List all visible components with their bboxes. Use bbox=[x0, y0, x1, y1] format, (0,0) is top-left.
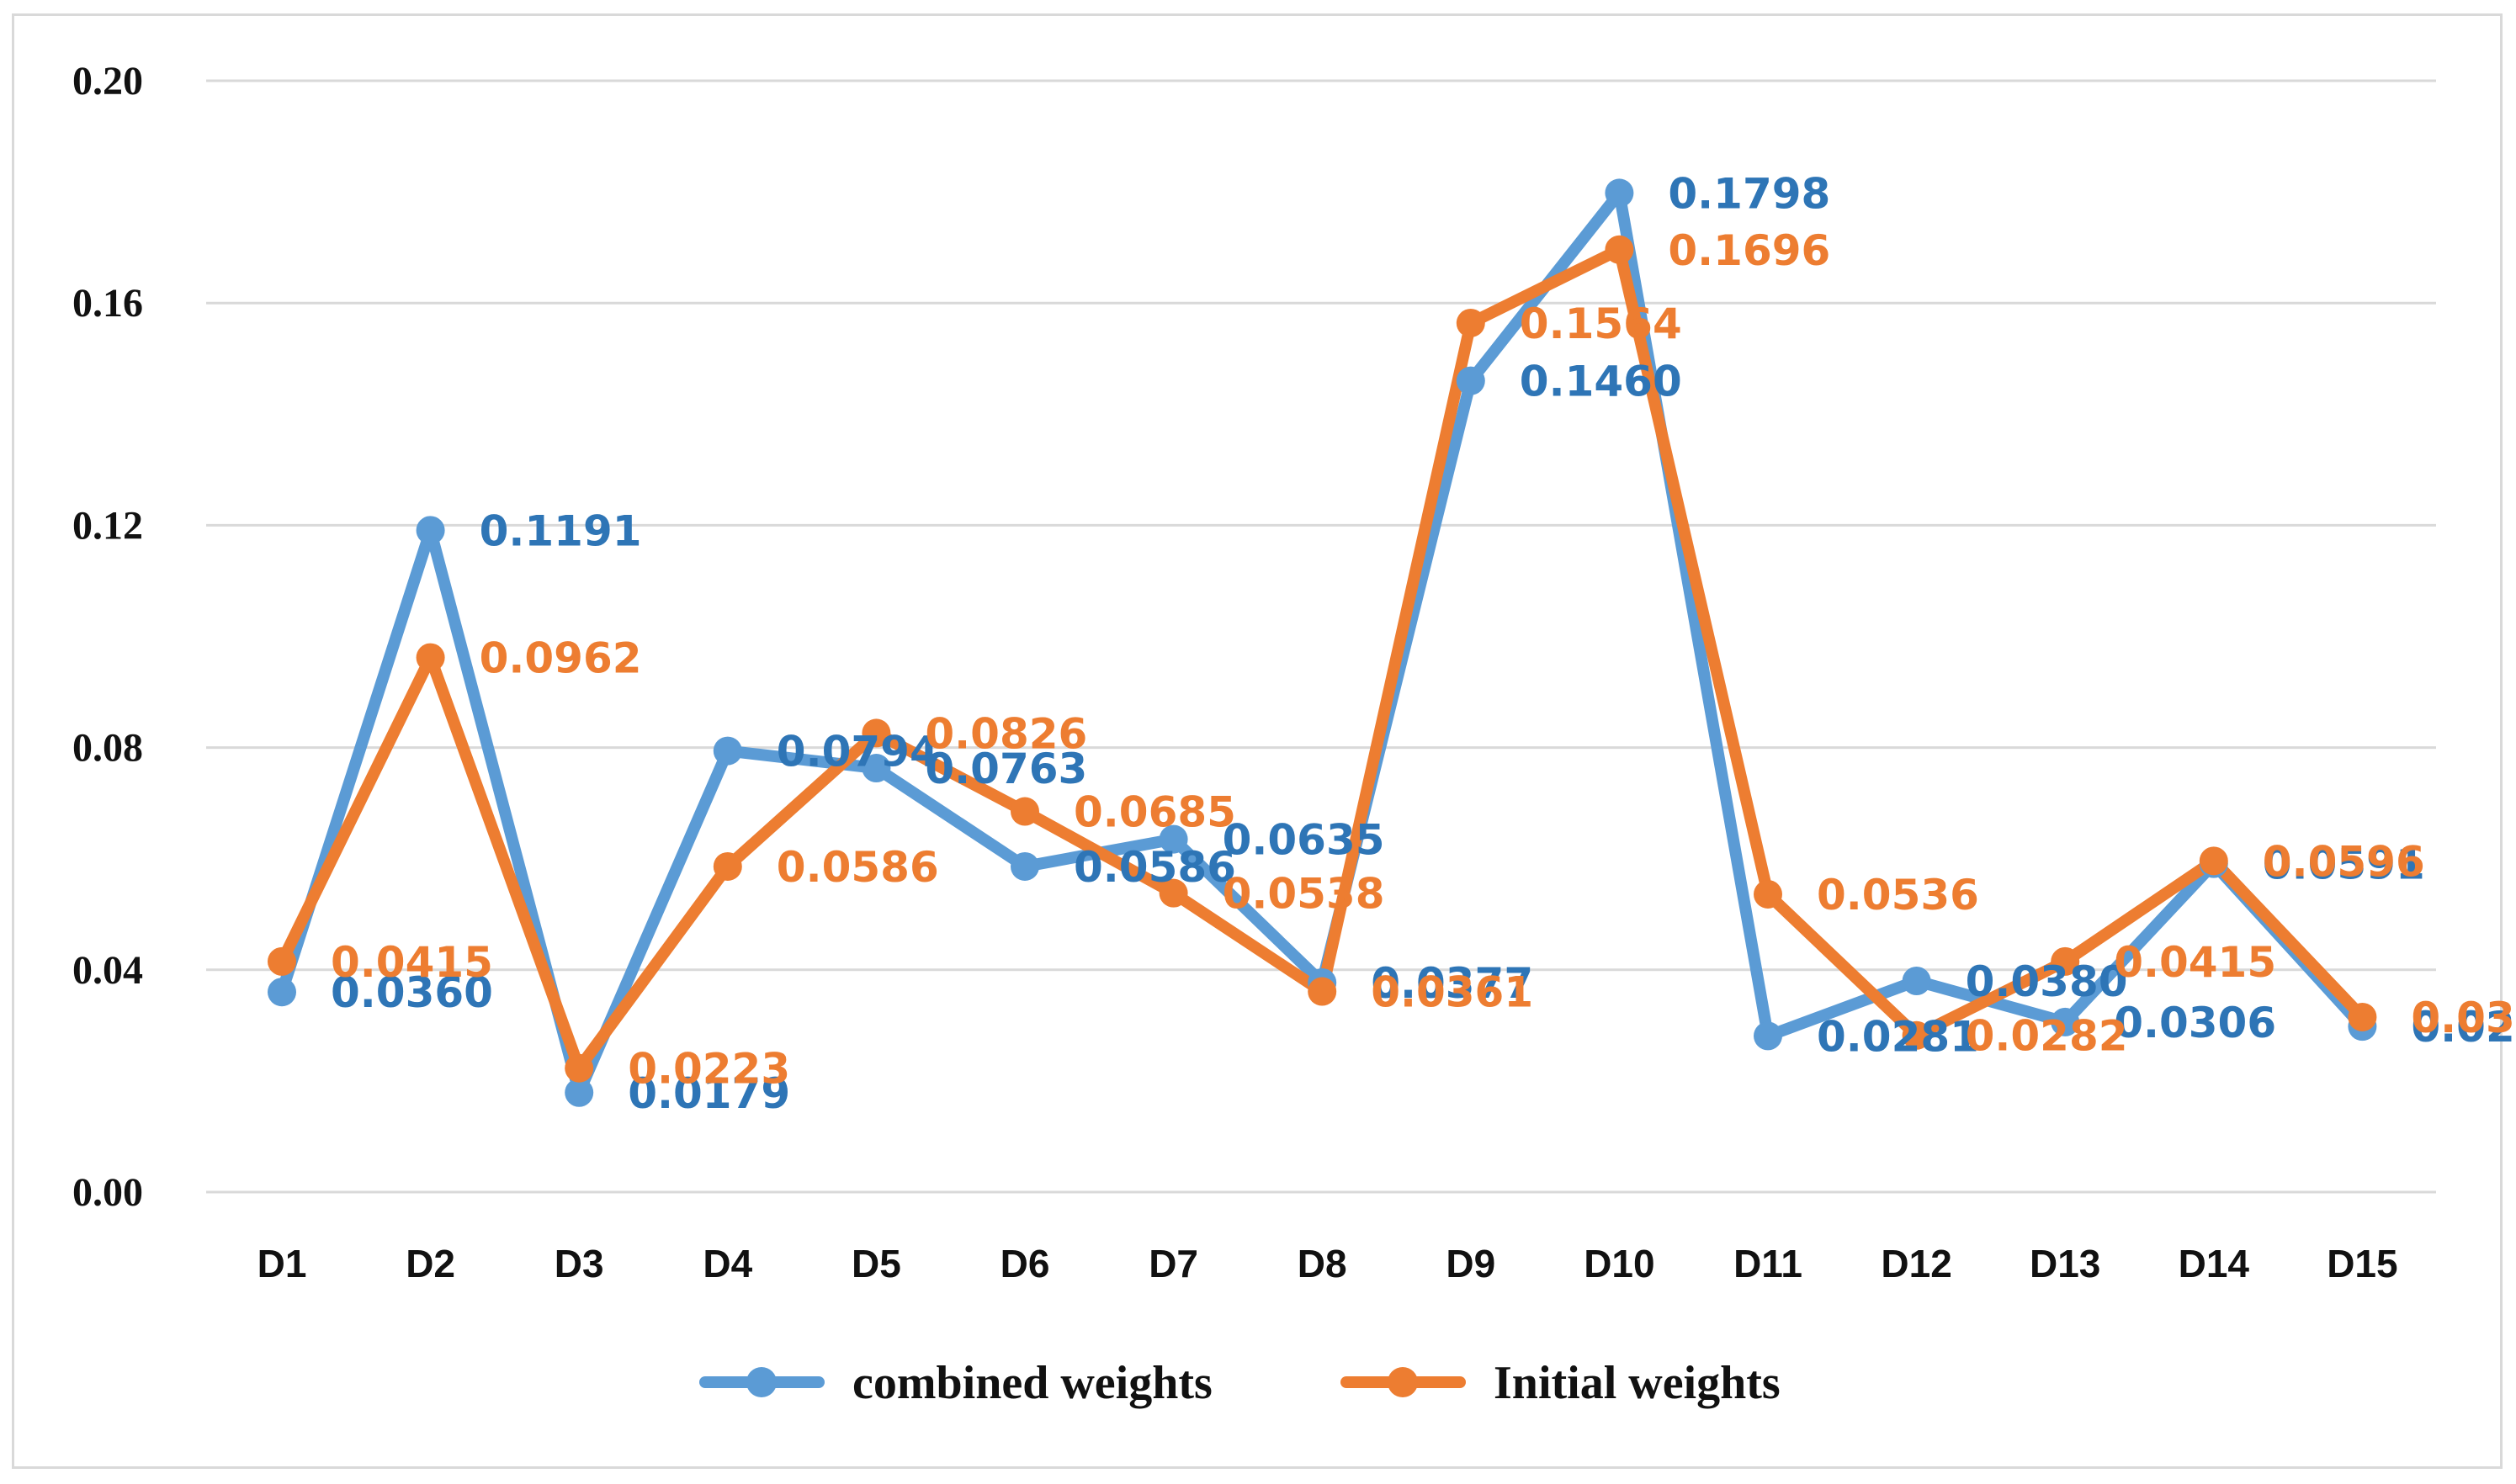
series-0-point bbox=[1754, 1021, 1782, 1051]
legend-swatch-marker bbox=[746, 1367, 777, 1397]
x-tick-label: D15 bbox=[2327, 1242, 2397, 1285]
series-markers bbox=[268, 178, 2377, 1107]
series-0-data-label: 0.0298 bbox=[2411, 1003, 2516, 1052]
series-0-data-label: 0.0281 bbox=[1817, 1012, 1979, 1061]
x-axis-ticks: D1 D2 D3 D4 D5 D6 D7 D8 D9 D10 D11 D12 D13 D14 D15 bbox=[257, 1242, 2398, 1285]
legend-label: combined weights bbox=[852, 1357, 1213, 1409]
series-1-point bbox=[1754, 879, 1782, 909]
series-1-point bbox=[862, 718, 891, 748]
series-1-point bbox=[1902, 1020, 1931, 1050]
y-tick-label: 0.08 bbox=[72, 726, 143, 771]
series-0-point bbox=[565, 1078, 594, 1107]
series-1-data-label: 0.0361 bbox=[1371, 968, 1533, 1017]
series-0-point bbox=[1902, 967, 1931, 996]
series-0-data-label: 0.0360 bbox=[331, 968, 493, 1017]
y-tick-label: 0.16 bbox=[72, 281, 143, 326]
series-0-data-label: 0.0179 bbox=[628, 1069, 790, 1118]
x-tick-label: D2 bbox=[406, 1242, 455, 1285]
series-0-point bbox=[1456, 366, 1485, 395]
series-1-point bbox=[1605, 235, 1634, 264]
series-1-data-label: 0.0315 bbox=[2411, 994, 2516, 1042]
series-1-point bbox=[2051, 946, 2080, 976]
series-0-data-label: 0.0306 bbox=[2114, 999, 2276, 1047]
x-tick-label: D7 bbox=[1149, 1242, 1198, 1285]
series-0-point bbox=[268, 978, 296, 1007]
series-1-point bbox=[1456, 308, 1485, 337]
series-1-point bbox=[565, 1053, 594, 1083]
series-1-data-label: 0.0596 bbox=[2263, 837, 2425, 886]
series-1-data-label: 0.0415 bbox=[331, 938, 493, 987]
series-1-data-label: 0.0586 bbox=[777, 843, 939, 892]
x-tick-label: D1 bbox=[257, 1242, 307, 1285]
series-0-point bbox=[862, 754, 891, 783]
series-0-data-label: 0.0635 bbox=[1223, 816, 1385, 865]
series-0-point bbox=[2051, 1007, 2080, 1036]
y-tick-label: 0.00 bbox=[72, 1170, 143, 1215]
series-1-point bbox=[268, 946, 296, 976]
data-labels: 0.03600.11910.01790.07940.07630.05860.06… bbox=[331, 169, 2516, 1117]
series-0-data-label: 0.0586 bbox=[1074, 843, 1236, 892]
x-tick-label: D3 bbox=[555, 1242, 604, 1285]
series-0-data-label: 0.0794 bbox=[777, 728, 939, 776]
series-1-data-label: 0.0538 bbox=[1223, 870, 1385, 919]
x-tick-label: D10 bbox=[1584, 1242, 1654, 1285]
x-tick-label: D13 bbox=[2030, 1242, 2100, 1285]
x-tick-label: D4 bbox=[703, 1242, 752, 1285]
series-0-point bbox=[1011, 851, 1039, 881]
y-tick-label: 0.12 bbox=[72, 503, 143, 548]
series-0-point bbox=[1605, 178, 1634, 208]
series-0-data-label: 0.0377 bbox=[1371, 959, 1533, 1008]
series-0-point bbox=[713, 736, 742, 766]
series-1-point bbox=[1011, 797, 1039, 826]
x-tick-label: D6 bbox=[1001, 1242, 1050, 1285]
series-0-data-label: 0.1191 bbox=[480, 506, 642, 555]
series-0-point bbox=[416, 516, 445, 545]
series-1-data-label: 0.0826 bbox=[925, 709, 1087, 758]
legend-label: Initial weights bbox=[1494, 1357, 1781, 1409]
x-tick-label: D5 bbox=[852, 1242, 901, 1285]
series-0-data-label: 0.0591 bbox=[2263, 840, 2425, 889]
series-1-point bbox=[1308, 977, 1337, 1006]
series-0-data-label: 0.1798 bbox=[1668, 169, 1830, 218]
series-0-data-label: 0.0763 bbox=[925, 745, 1087, 793]
series-0-point bbox=[1159, 824, 1188, 854]
x-tick-label: D11 bbox=[1733, 1242, 1802, 1285]
series-1-data-label: 0.0962 bbox=[480, 634, 642, 683]
x-tick-label: D14 bbox=[2179, 1242, 2250, 1285]
series-1-point bbox=[2348, 1002, 2377, 1031]
x-tick-label: D12 bbox=[1881, 1242, 1951, 1285]
series-1-data-label: 0.0223 bbox=[628, 1045, 790, 1094]
y-tick-label: 0.20 bbox=[72, 59, 143, 103]
x-tick-label: D8 bbox=[1298, 1242, 1347, 1285]
y-tick-label: 0.04 bbox=[72, 948, 143, 993]
series-1-point bbox=[1159, 878, 1188, 908]
series-1-point bbox=[2199, 846, 2228, 876]
legend: combined weights Initial weights bbox=[699, 1357, 1781, 1409]
series-1-data-label: 0.1564 bbox=[1520, 299, 1682, 348]
legend-swatch-marker bbox=[1388, 1367, 1418, 1397]
series-1-data-label: 0.0415 bbox=[2114, 938, 2276, 987]
series-0-data-label: 0.1460 bbox=[1520, 358, 1682, 406]
y-axis-ticks: 0.00 0.04 0.08 0.12 0.16 0.20 bbox=[72, 59, 143, 1215]
series-1-point bbox=[713, 851, 742, 881]
series-1-data-label: 0.1696 bbox=[1668, 226, 1830, 275]
series-1-data-label: 0.0282 bbox=[1966, 1012, 2128, 1061]
series-1-point bbox=[416, 643, 445, 672]
series-0-data-label: 0.0380 bbox=[1966, 957, 2128, 1006]
chart-frame bbox=[12, 13, 2503, 1469]
series-1-data-label: 0.0536 bbox=[1817, 871, 1979, 920]
series-1-data-label: 0.0685 bbox=[1074, 788, 1236, 837]
x-tick-label: D9 bbox=[1446, 1242, 1495, 1285]
